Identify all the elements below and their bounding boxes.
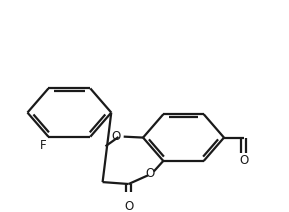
Text: O: O: [146, 167, 155, 180]
Text: O: O: [239, 154, 248, 167]
Text: F: F: [40, 139, 47, 152]
Text: O: O: [124, 200, 133, 212]
Text: O: O: [112, 130, 121, 143]
